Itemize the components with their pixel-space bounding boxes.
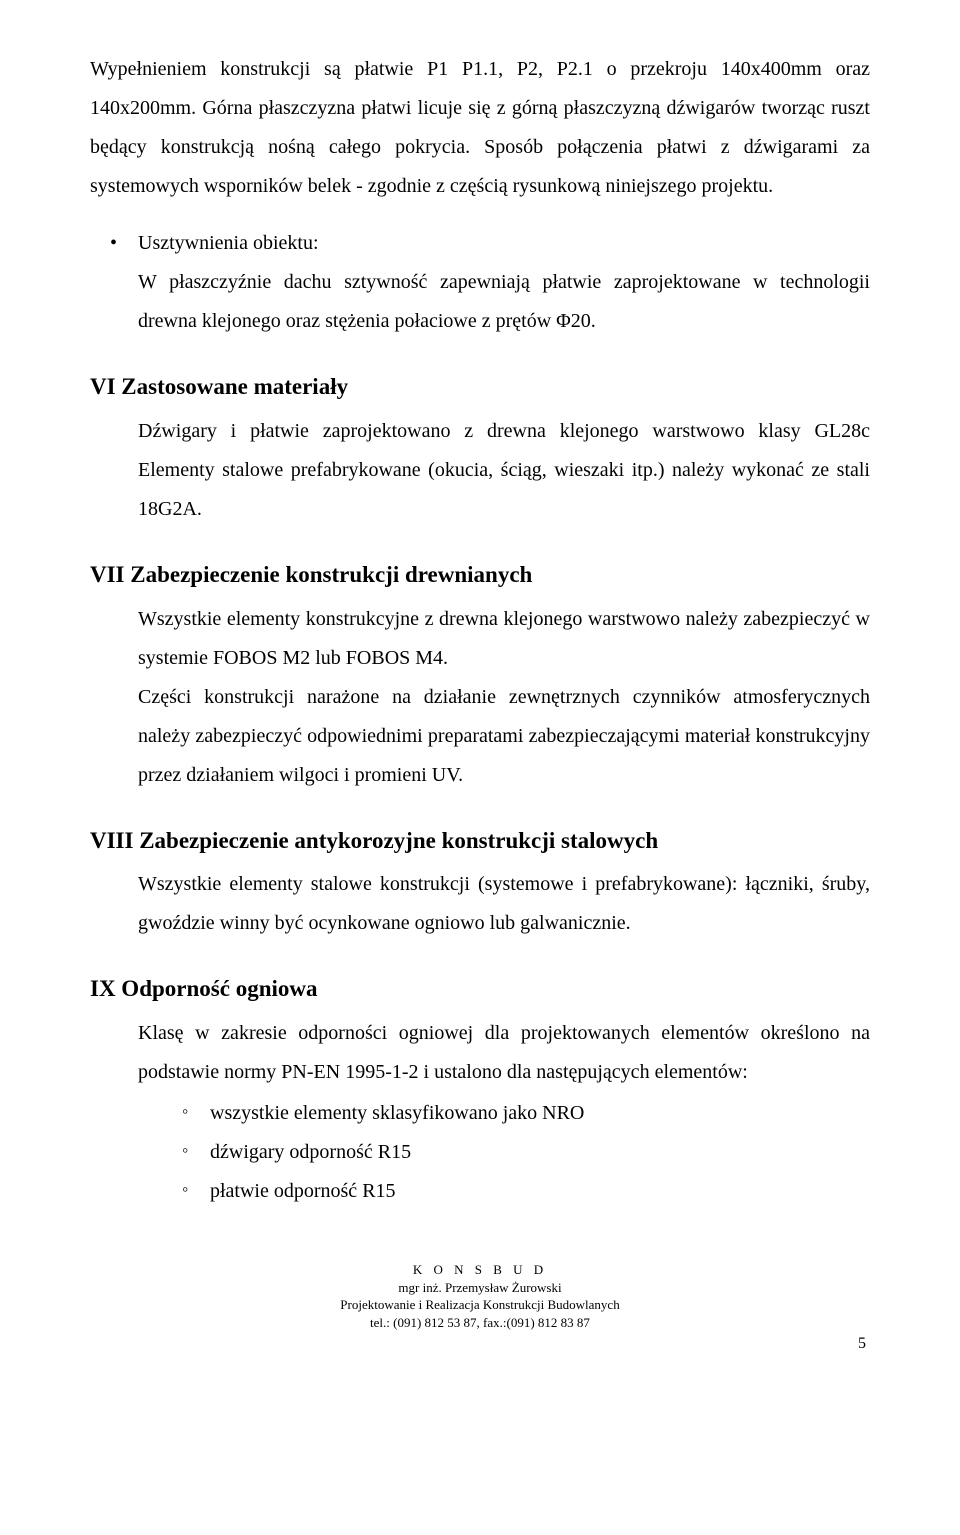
section-vi-title: VI Zastosowane materiały	[90, 369, 870, 406]
footer-org: K O N S B U D	[90, 1261, 870, 1279]
footer-line3: Projektowanie i Realizacja Konstrukcji B…	[90, 1296, 870, 1314]
page-footer: K O N S B U D mgr inż. Przemysław Żurows…	[90, 1261, 870, 1331]
intro-paragraph: Wypełnieniem konstrukcji są płatwie P1 P…	[90, 50, 870, 206]
section-ix-title: IX Odporność ogniowa	[90, 971, 870, 1008]
section-ix: IX Odporność ogniowa Klasę w zakresie od…	[90, 971, 870, 1211]
bullet-block: Usztywnienia obiektu: W płaszczyźnie dac…	[138, 224, 870, 341]
section-viii-title: VIII Zabezpieczenie antykorozyjne konstr…	[90, 823, 870, 860]
section-vi: VI Zastosowane materiały Dźwigary i płat…	[90, 369, 870, 529]
section-ix-sublist: wszystkie elementy sklasyfikowano jako N…	[182, 1094, 870, 1211]
section-ix-body: Klasę w zakresie odporności ogniowej dla…	[138, 1014, 870, 1211]
section-vii-body1: Wszystkie elementy konstrukcyjne z drewn…	[138, 600, 870, 678]
bullet-head: Usztywnienia obiektu:	[138, 224, 870, 263]
footer-name: mgr inż. Przemysław Żurowski	[90, 1279, 870, 1297]
section-vii-body2: Części konstrukcji narażone na działanie…	[138, 678, 870, 795]
list-item: płatwie odporność R15	[182, 1172, 870, 1211]
footer-line4: tel.: (091) 812 53 87, fax.:(091) 812 83…	[90, 1314, 870, 1332]
bullet-body: W płaszczyźnie dachu sztywność zapewniaj…	[138, 263, 870, 341]
section-viii-body: Wszystkie elementy stalowe konstrukcji (…	[138, 865, 870, 943]
list-item: dźwigary odporność R15	[182, 1133, 870, 1172]
section-vii: VII Zabezpieczenie konstrukcji drewniany…	[90, 557, 870, 795]
page-number: 5	[90, 1335, 870, 1353]
section-viii: VIII Zabezpieczenie antykorozyjne konstr…	[90, 823, 870, 944]
list-item: wszystkie elementy sklasyfikowano jako N…	[182, 1094, 870, 1133]
section-vi-body: Dźwigary i płatwie zaprojektowano z drew…	[138, 412, 870, 529]
section-vii-title: VII Zabezpieczenie konstrukcji drewniany…	[90, 557, 870, 594]
section-ix-body-text: Klasę w zakresie odporności ogniowej dla…	[138, 1022, 870, 1083]
